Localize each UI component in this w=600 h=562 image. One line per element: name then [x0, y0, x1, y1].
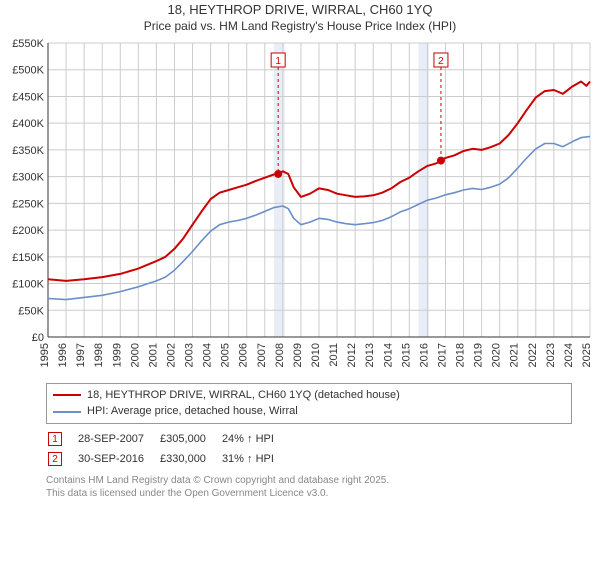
svg-text:£500K: £500K — [12, 65, 44, 77]
chart-svg: £0 £50K £100K £150K £200K £250K £300K £350K £400… — [2, 37, 598, 377]
footnote-line: Contains HM Land Registry data © Crown c… — [46, 474, 572, 487]
svg-text:1999: 1999 — [111, 343, 123, 367]
table-row: 1 28-SEP-2007£305,00024% ↑ HPI — [48, 430, 288, 448]
legend-swatch — [53, 394, 81, 396]
marker-id-box: 2 — [48, 452, 62, 466]
legend-label: 18, HEYTHROP DRIVE, WIRRAL, CH60 1YQ (de… — [87, 387, 400, 404]
marker-id-box: 1 — [48, 432, 62, 446]
svg-text:2: 2 — [438, 56, 444, 67]
svg-text:1996: 1996 — [57, 343, 69, 367]
page-title: 18, HEYTHROP DRIVE, WIRRAL, CH60 1YQ — [0, 2, 600, 19]
legend-swatch — [53, 411, 81, 413]
footnote-line: This data is licensed under the Open Gov… — [46, 487, 572, 500]
svg-text:£250K: £250K — [12, 198, 44, 210]
svg-text:£150K: £150K — [12, 252, 44, 264]
table-row: 2 30-SEP-2016£330,00031% ↑ HPI — [48, 450, 288, 468]
price-chart: £0 £50K £100K £150K £200K £250K £300K £350K £400… — [2, 37, 598, 377]
svg-text:£300K: £300K — [12, 172, 44, 184]
svg-text:2025: 2025 — [581, 343, 593, 367]
marker-price: £305,000 — [160, 430, 220, 448]
svg-text:2024: 2024 — [563, 343, 575, 367]
svg-text:£200K: £200K — [12, 225, 44, 237]
svg-text:2003: 2003 — [184, 343, 196, 367]
marker-delta: 24% ↑ HPI — [222, 430, 288, 448]
svg-text:2022: 2022 — [527, 343, 539, 367]
marker-delta: 31% ↑ HPI — [222, 450, 288, 468]
svg-text:2007: 2007 — [256, 343, 268, 367]
svg-text:2006: 2006 — [238, 343, 250, 367]
svg-text:1995: 1995 — [39, 343, 51, 367]
svg-text:2000: 2000 — [129, 343, 141, 367]
marker-date: 28-SEP-2007 — [78, 430, 158, 448]
svg-text:£100K: £100K — [12, 278, 44, 290]
svg-text:£400K: £400K — [12, 118, 44, 130]
svg-text:2023: 2023 — [545, 343, 557, 367]
svg-text:2014: 2014 — [382, 343, 394, 367]
legend-item: 18, HEYTHROP DRIVE, WIRRAL, CH60 1YQ (de… — [53, 387, 565, 404]
svg-text:2021: 2021 — [509, 343, 521, 367]
svg-text:2020: 2020 — [491, 343, 503, 367]
legend-label: HPI: Average price, detached house, Wirr… — [87, 403, 298, 420]
svg-text:2008: 2008 — [274, 343, 286, 367]
svg-text:£350K: £350K — [12, 145, 44, 157]
svg-text:2012: 2012 — [346, 343, 358, 367]
svg-text:2013: 2013 — [364, 343, 376, 367]
svg-text:2010: 2010 — [310, 343, 322, 367]
svg-text:1998: 1998 — [93, 343, 105, 367]
footnote: Contains HM Land Registry data © Crown c… — [46, 474, 572, 500]
svg-text:2019: 2019 — [473, 343, 485, 367]
svg-text:£0: £0 — [32, 332, 44, 344]
svg-text:2017: 2017 — [436, 343, 448, 367]
svg-text:2001: 2001 — [147, 343, 159, 367]
sale-markers-table: 1 28-SEP-2007£305,00024% ↑ HPI 2 30-SEP-201… — [46, 428, 290, 470]
svg-text:1997: 1997 — [75, 343, 87, 367]
svg-text:2002: 2002 — [165, 343, 177, 367]
svg-text:2004: 2004 — [202, 343, 214, 367]
svg-text:2016: 2016 — [418, 343, 430, 367]
chart-legend: 18, HEYTHROP DRIVE, WIRRAL, CH60 1YQ (de… — [46, 383, 572, 424]
legend-item: HPI: Average price, detached house, Wirr… — [53, 403, 565, 420]
svg-text:2005: 2005 — [220, 343, 232, 367]
svg-text:2011: 2011 — [328, 343, 340, 367]
svg-text:2015: 2015 — [400, 343, 412, 367]
svg-text:1: 1 — [275, 56, 281, 67]
svg-text:2018: 2018 — [455, 343, 467, 367]
svg-text:£50K: £50K — [18, 305, 44, 317]
svg-text:£550K: £550K — [12, 38, 44, 50]
marker-price: £330,000 — [160, 450, 220, 468]
page-subtitle: Price paid vs. HM Land Registry's House … — [0, 19, 600, 33]
svg-text:£450K: £450K — [12, 91, 44, 103]
marker-date: 30-SEP-2016 — [78, 450, 158, 468]
svg-text:2009: 2009 — [292, 343, 304, 367]
